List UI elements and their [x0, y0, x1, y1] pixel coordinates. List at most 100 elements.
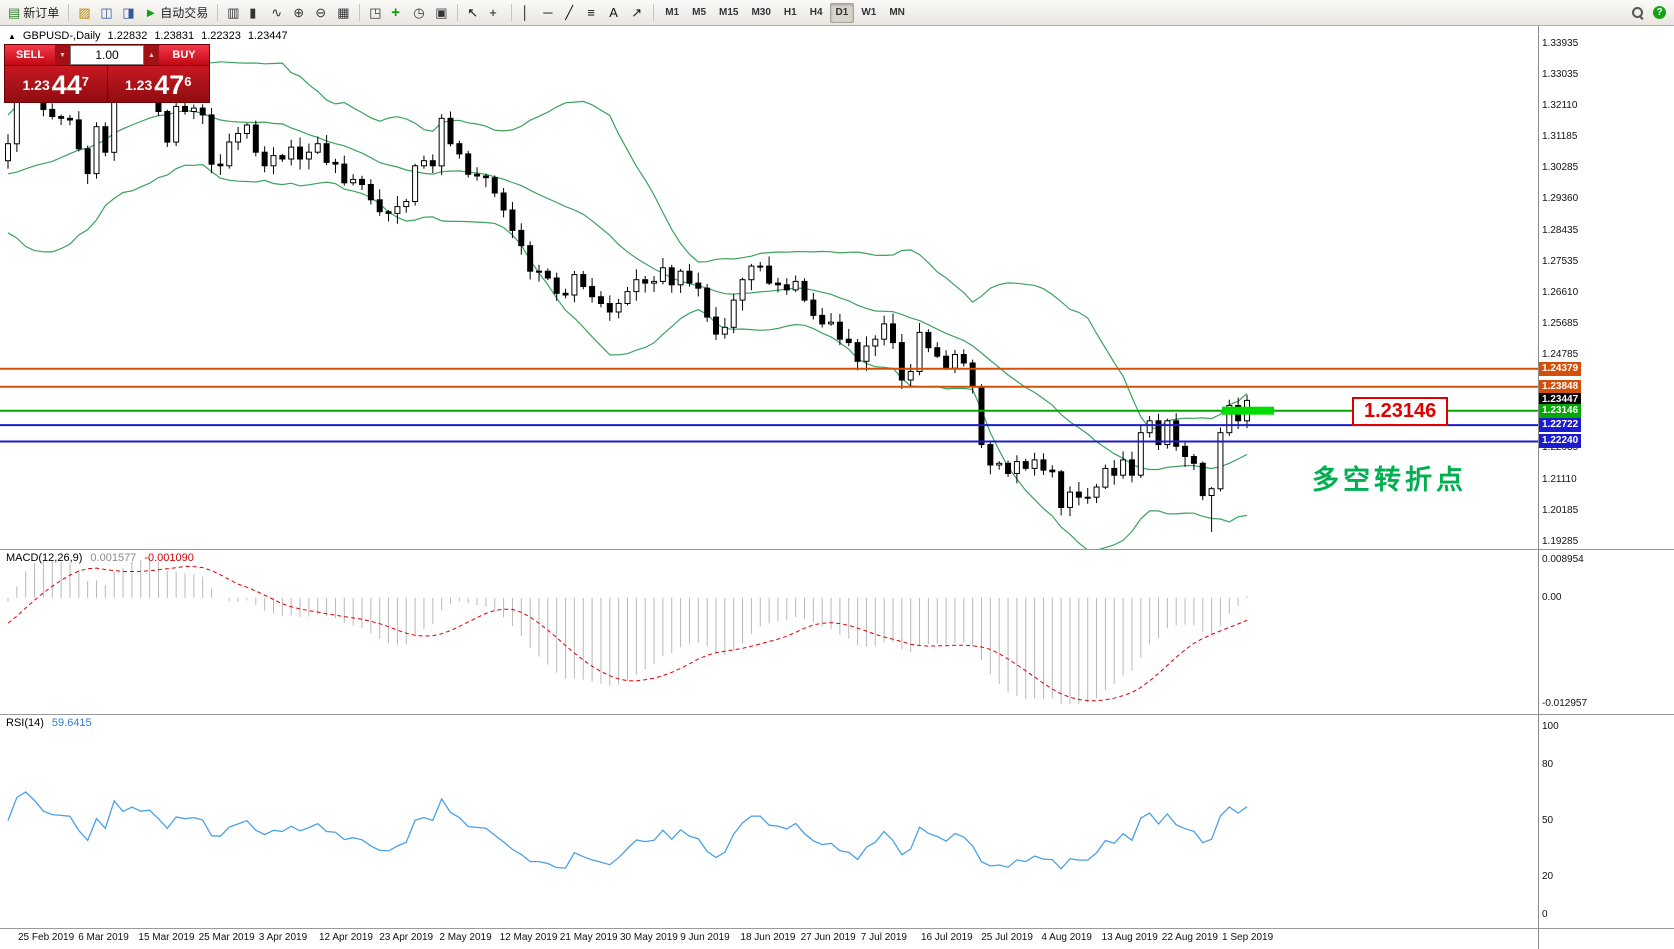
timeframe-m30-button[interactable]: M30 [751, 7, 771, 18]
panel-splitter[interactable] [0, 549, 1674, 550]
line-chart-button[interactable]: ∿ [267, 2, 288, 24]
zoom-out-button[interactable]: ⊖ [311, 2, 332, 24]
sell-price[interactable]: 1.23 44 7 [5, 66, 107, 102]
profiles-icon: ▨ [78, 5, 91, 20]
price-axis-label: 1.26610 [1542, 286, 1579, 298]
rsi-axis-label: 100 [1542, 721, 1559, 732]
symbol-header: ▲ GBPUSD-,Daily 1.22832 1.23831 1.22323 … [8, 30, 288, 42]
rsi-indicator-canvas[interactable] [0, 715, 1538, 928]
price-callout[interactable]: 1.23146 [1352, 397, 1449, 426]
date-axis-label: 7 Jul 2019 [860, 932, 907, 943]
timeframe-w1-button[interactable]: W1 [861, 7, 877, 18]
line-chart-icon: ∿ [271, 5, 283, 20]
timeframe-d1-button[interactable]: D1 [829, 2, 855, 23]
grid-button[interactable]: ▦ [333, 2, 354, 24]
date-axis-label: 25 Mar 2019 [198, 932, 255, 943]
date-axis-label: 12 May 2019 [499, 932, 558, 943]
macd-indicator-canvas[interactable] [0, 550, 1538, 714]
date-axis-label: 27 Jun 2019 [800, 932, 856, 943]
vertical-line-icon: │ [521, 5, 530, 20]
autotrading-button[interactable]: ► 自动交易 [140, 2, 212, 24]
turning-point-annotation[interactable]: 多空转折点 [1312, 465, 1467, 495]
toolbar-separator [457, 4, 459, 21]
date-axis-label: 30 May 2019 [620, 932, 678, 943]
date-axis-label: 4 Aug 2019 [1041, 932, 1092, 943]
date-axis-label: 1 Sep 2019 [1222, 932, 1274, 943]
volume-input[interactable] [70, 45, 144, 65]
buy-button[interactable]: BUY [159, 45, 209, 65]
periods-button[interactable]: ◷ [409, 2, 430, 24]
bar-chart-button[interactable]: ▥ [223, 2, 244, 24]
trendline-icon: ╱ [565, 5, 574, 20]
new-order-button[interactable]: ▤ 新订单 [4, 2, 63, 24]
date-axis-label: 9 Jun 2019 [680, 932, 730, 943]
indicators-icon: + [391, 4, 400, 21]
sell-price-pips: 44 [51, 70, 82, 100]
new-order-icon: ▤ [8, 5, 21, 20]
templates-icon: ▣ [435, 5, 448, 20]
text-tool-icon: A [609, 5, 618, 20]
ohlc-low: 1.22323 [201, 30, 241, 42]
trendline-button[interactable]: ╱ [561, 2, 582, 24]
ohlc-close: 1.23447 [247, 30, 288, 42]
vertical-line-button[interactable]: │ [517, 2, 538, 24]
profiles-button[interactable]: ▨ [74, 2, 95, 24]
price-axis-label: 1.32110 [1542, 100, 1578, 111]
timeframe-h1-button[interactable]: H1 [783, 7, 797, 18]
macd-main-value: 0.001577 [90, 552, 137, 564]
sell-price-point: 7 [81, 74, 90, 89]
date-axis-label: 12 Apr 2019 [319, 932, 373, 943]
text-tool-button[interactable]: A [605, 2, 626, 24]
buy-price[interactable]: 1.23 47 6 [106, 66, 209, 102]
indicators-button[interactable]: + [387, 2, 408, 24]
price-line-label: 1.23848 [1539, 379, 1582, 394]
timeframe-mn-button[interactable]: MN [889, 7, 905, 18]
charts-icon: ◫ [100, 5, 113, 20]
fibonacci-icon: ≡ [587, 5, 595, 20]
date-axis-border [0, 928, 1674, 929]
date-axis-label: 25 Feb 2019 [18, 932, 75, 943]
price-axis-label: 1.31185 [1542, 131, 1578, 143]
autotrading-icon: ► [144, 5, 158, 20]
tile-windows-button[interactable]: ◳ [365, 2, 386, 24]
cursor-icon: ↖ [467, 5, 479, 20]
panel-splitter[interactable] [0, 714, 1674, 715]
macd-label: MACD(12,26,9) 0.001577 -0.001090 [6, 552, 194, 564]
crosshair-button[interactable]: + [485, 2, 506, 24]
date-axis-label: 25 Jul 2019 [981, 932, 1033, 943]
timeframe-m1-button[interactable]: M1 [665, 7, 680, 18]
price-axis-label: 1.33935 [1542, 37, 1579, 49]
toolbar-separator [511, 4, 513, 21]
date-axis-label: 15 Mar 2019 [138, 932, 195, 943]
volume-up-button[interactable]: ▲ [144, 45, 159, 65]
macd-signal-value: -0.001090 [144, 552, 194, 564]
charts-button[interactable]: ◫ [96, 2, 117, 24]
help-button[interactable]: ? [1649, 2, 1670, 24]
price-axis-label: 1.20185 [1542, 505, 1579, 517]
date-axis-label: 18 Jun 2019 [740, 932, 796, 943]
navigator-button[interactable]: ◨ [118, 2, 139, 24]
timeframe-m5-button[interactable]: M5 [692, 7, 707, 18]
search-button[interactable] [1627, 2, 1648, 24]
navigator-icon: ◨ [122, 5, 135, 20]
price-line-label: 1.22240 [1539, 434, 1582, 449]
collapse-marker-icon[interactable]: ▲ [8, 31, 16, 41]
buy-price-base: 1.23 [124, 77, 153, 94]
main-chart-canvas[interactable] [0, 26, 1538, 549]
templates-button[interactable]: ▣ [431, 2, 452, 24]
price-axis[interactable] [1538, 26, 1539, 949]
cursor-button[interactable]: ↖ [463, 2, 484, 24]
macd-name: MACD(12,26,9) [6, 552, 83, 564]
candlestick-chart-button[interactable]: ▮ [245, 2, 266, 24]
zoom-in-button[interactable]: ⊕ [289, 2, 310, 24]
timeframe-m15-button[interactable]: M15 [719, 7, 739, 18]
sell-button[interactable]: SELL [5, 45, 55, 65]
timeframe-h4-button[interactable]: H4 [809, 7, 823, 18]
fibonacci-button[interactable]: ≡ [583, 2, 604, 24]
date-axis-label: 23 Apr 2019 [379, 932, 434, 943]
arrow-tools-button[interactable]: ↗ [627, 2, 648, 24]
crosshair-icon: + [489, 5, 497, 20]
volume-down-button[interactable]: ▼ [55, 45, 70, 65]
horizontal-line-button[interactable]: ─ [539, 2, 560, 24]
bar-chart-icon: ▥ [227, 5, 240, 20]
